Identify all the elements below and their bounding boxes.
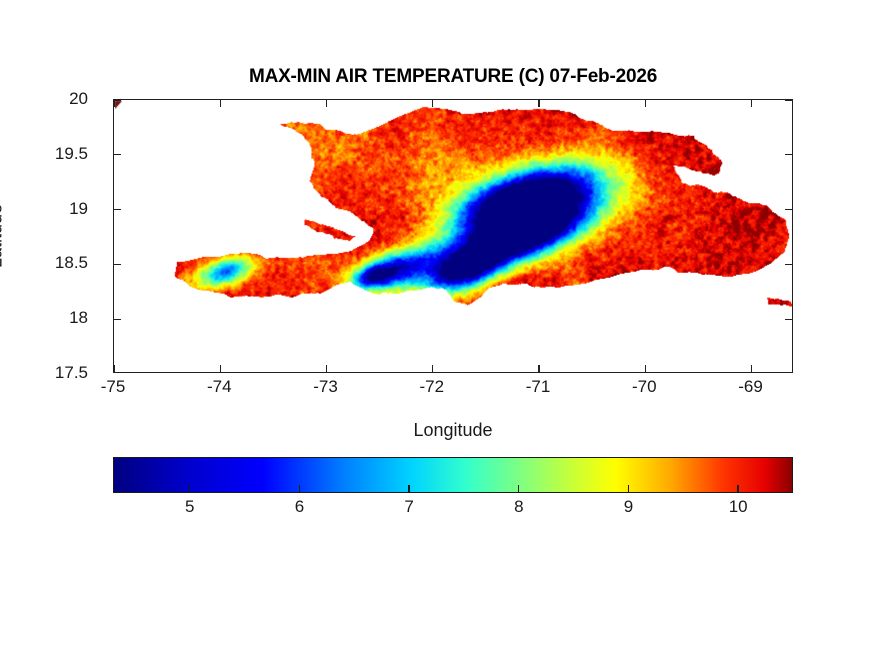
y-tick-label: 18.5 [54, 253, 88, 273]
colorbar-tick-label: 8 [514, 497, 524, 516]
colorbar-tick-label: 7 [404, 497, 414, 516]
y-tick-right [785, 100, 792, 101]
y-tick-right [785, 263, 792, 266]
colorbar-tick [627, 485, 630, 493]
y-tick-label: 20 [69, 89, 88, 108]
colorbar-tick [518, 485, 520, 493]
y-tick-left [114, 154, 121, 156]
colorbar-tick-label: 6 [294, 497, 305, 516]
y-tick-label: 19.5 [54, 143, 88, 163]
x-tick-label: -70 [631, 377, 657, 396]
colorbar [113, 457, 793, 493]
x-tick-top [325, 100, 328, 107]
colorbar-tick-label: 10 [728, 497, 748, 516]
x-tick-top [750, 100, 753, 107]
x-tick-bottom [325, 365, 328, 372]
y-tick-label: 18 [69, 308, 88, 328]
x-tick-bottom [538, 365, 540, 372]
x-tick-top [538, 100, 540, 107]
y-tick-right [785, 318, 792, 320]
colorbar-tick [737, 485, 739, 493]
x-tick-label: -73 [313, 377, 338, 396]
y-tick-left [114, 100, 121, 101]
x-tick-top [219, 100, 221, 107]
y-tick-left [114, 208, 121, 211]
x-tick-bottom [750, 365, 753, 372]
x-tick-bottom [219, 365, 221, 372]
y-tick-left [114, 263, 121, 266]
y-tick-label: 17.5 [54, 363, 88, 382]
temperature-heatmap [114, 100, 792, 372]
x-tick-label: -75 [100, 377, 126, 396]
colorbar-tick-label: 5 [185, 497, 195, 516]
map-axes [113, 99, 793, 373]
x-tick-label: -69 [738, 377, 763, 396]
x-tick-top [114, 100, 115, 107]
y-tick-right [785, 208, 792, 211]
x-tick-top [644, 100, 646, 107]
x-tick-bottom [432, 365, 434, 372]
x-tick-bottom [644, 365, 646, 372]
y-tick-label: 19 [69, 198, 88, 218]
x-tick-label: -72 [419, 377, 445, 396]
colorbar-tick [189, 485, 191, 493]
x-tick-label: -71 [525, 377, 551, 396]
x-tick-bottom [114, 365, 115, 372]
colorbar-gradient [113, 457, 793, 493]
x-tick-top [432, 100, 434, 107]
y-axis-label: Latitude [0, 203, 6, 269]
x-tick-label: -74 [206, 377, 232, 396]
y-tick-left [114, 318, 121, 320]
x-axis-label: Longitude [413, 420, 493, 440]
colorbar-tick-label: 9 [623, 497, 634, 516]
colorbar-tick [408, 485, 410, 493]
y-tick-right [785, 154, 792, 156]
page-title: MAX-MIN AIR TEMPERATURE (C) 07-Feb-2026 [248, 66, 658, 87]
colorbar-tick [298, 485, 301, 493]
